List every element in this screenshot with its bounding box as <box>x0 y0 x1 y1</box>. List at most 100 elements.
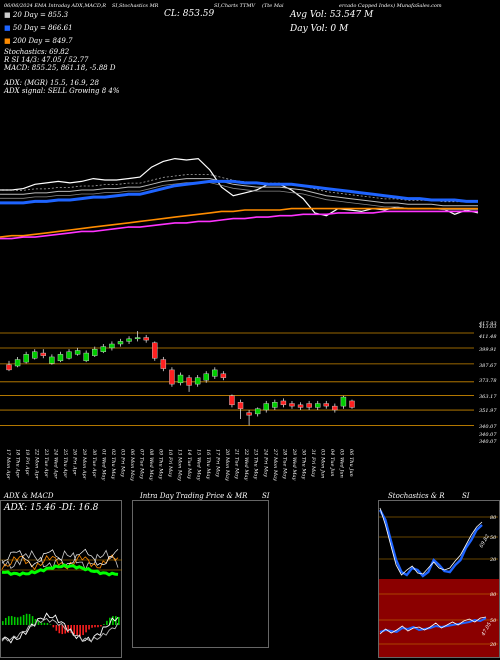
date-label: 09 Thu May <box>157 449 163 479</box>
adx-trend-line <box>1 563 119 577</box>
adx-panel-title: ADX & MACD <box>4 492 54 500</box>
candle-body <box>160 359 167 369</box>
candle-body <box>229 395 235 406</box>
candle-body <box>109 343 115 349</box>
macd-bar <box>118 616 120 625</box>
legend-macd: MACD: 855.25, 861.18, -5.88 D <box>4 64 116 72</box>
stoch-guide-label: 50 <box>490 535 497 541</box>
macd-bar <box>7 616 10 625</box>
candle-body <box>177 374 184 384</box>
date-label: 17 Mon Apr <box>5 449 11 480</box>
macd-line <box>1 612 119 644</box>
candle-body <box>143 337 149 341</box>
date-label: 30 Tue Apr <box>91 449 97 478</box>
date-label: 17 Fri May <box>215 449 221 477</box>
candle-body <box>186 377 192 386</box>
macd-bar <box>2 621 4 625</box>
date-label: 06 Thu Jun <box>348 449 354 477</box>
date-label: 03 Fri May <box>119 449 125 477</box>
macd-bar <box>25 613 28 625</box>
date-label: 16 Thu May <box>205 449 211 479</box>
legend-200day: ■ 200 Day = 849.7 <box>4 37 73 45</box>
macd-bar <box>61 625 64 635</box>
legend-stochastics: Stochastics: 69.82 <box>4 48 70 56</box>
candle-body <box>220 373 227 378</box>
stoch-panel-title: Stochastics & R <box>388 492 445 500</box>
candle-body <box>289 403 295 407</box>
header-line1a: 06/06/2024 EMA Intraday ADX,MACD,R <box>4 3 107 9</box>
macd-bar <box>4 617 7 625</box>
stoch-guide-label: 20 <box>489 557 497 563</box>
candle-body <box>117 341 124 345</box>
date-label: 19 Fri Apr <box>24 449 30 476</box>
macd-signal-line <box>1 617 119 642</box>
date-label: 20 Mon May <box>224 448 230 481</box>
macd-bar <box>112 616 114 625</box>
candle-body <box>254 408 261 415</box>
candle-body <box>92 348 98 356</box>
candle-body <box>74 350 81 355</box>
level-label: 411.48 <box>478 334 497 340</box>
rsi-signal-line <box>379 616 487 635</box>
candle-body <box>280 400 287 406</box>
candle-body <box>297 404 304 408</box>
macd-bar <box>91 625 93 628</box>
date-label: 30 Thu May <box>300 449 306 479</box>
macd-bar <box>85 625 87 633</box>
macd-bar <box>67 625 70 633</box>
level-label: 340.07 <box>479 432 497 438</box>
candle-body <box>57 354 64 362</box>
macd-bar <box>43 622 46 625</box>
date-label: 04 Tue Jun <box>329 449 335 477</box>
macd-bar <box>16 617 19 625</box>
legend-50day: ■ 50 Day = 866.61 <box>4 24 73 32</box>
macd-bar <box>109 617 111 625</box>
rsi-guide-label: 50 <box>490 618 497 624</box>
macd-bar <box>22 615 25 625</box>
macd-bar <box>49 624 52 625</box>
intraday-panel-title: Intra Day Trading Price & MR <box>140 492 248 500</box>
date-label: 25 Thu Apr <box>62 448 68 478</box>
candle-body <box>194 377 201 385</box>
header-line1d: (Tte Mai <box>262 3 284 9</box>
date-label: 31 Fri May <box>310 449 316 477</box>
close-price: CL: 853.59 <box>164 9 215 19</box>
candle-body <box>169 369 175 385</box>
date-label: 02 Thu May <box>110 449 116 479</box>
date-label: 24 Wed Apr <box>53 448 59 479</box>
legend-adx-signal: ADX signal: SELL Growing 8 4% <box>4 87 120 95</box>
candle-body <box>272 402 278 408</box>
date-label: 24 Fri May <box>262 448 268 477</box>
date-label: 05 Wed Jun <box>338 449 344 478</box>
candle-body <box>306 403 312 408</box>
date-label: 10 Fri May <box>167 449 173 477</box>
candle-body <box>340 396 347 407</box>
candle-body <box>14 359 21 367</box>
level-label: 340.07 <box>479 439 497 445</box>
date-label: 26 Fri Apr <box>72 448 78 476</box>
level-label: 363.17 <box>479 394 497 400</box>
macd-bar <box>97 625 99 628</box>
date-label: 23 Thu May <box>253 448 259 479</box>
candle-body <box>349 400 355 408</box>
rsi-guide-label: 80 <box>490 592 497 598</box>
candle-body <box>49 356 55 364</box>
macd-bar <box>34 619 37 625</box>
date-label: 27 Mon May <box>272 448 278 481</box>
macd-bar <box>79 625 81 637</box>
stoch-guide-label: 80 <box>490 515 497 521</box>
level-label: 373.78 <box>479 378 497 384</box>
macd-bar <box>82 625 84 636</box>
macd-bar <box>13 616 16 625</box>
candle-body <box>323 403 329 407</box>
legend-adx: ADX: (MGR) 15.5, 16.9, 28 <box>4 79 99 87</box>
macd-bar <box>76 625 78 636</box>
candle-body <box>6 364 12 371</box>
candle-body <box>100 346 107 352</box>
date-label: 23 Tue Apr <box>43 448 49 478</box>
level-label: 399.91 <box>479 347 497 353</box>
stoch-panel-si: SI <box>462 492 470 500</box>
candle-body <box>134 337 141 340</box>
macd-bar <box>19 616 22 625</box>
macd-bar <box>73 625 75 635</box>
